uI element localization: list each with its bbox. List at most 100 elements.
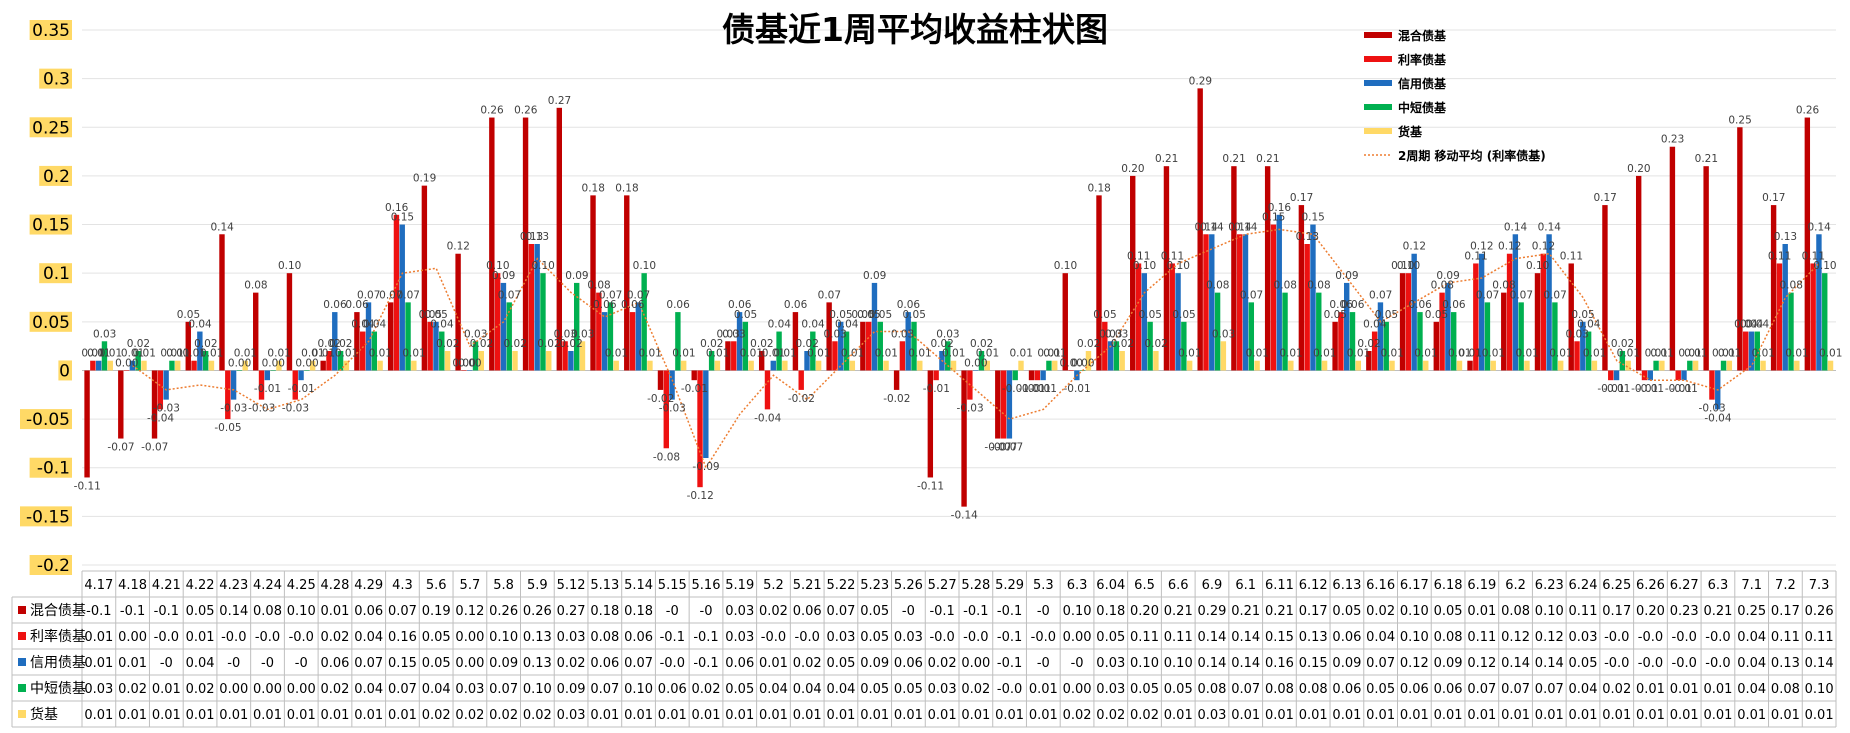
category-label: 5.27 <box>928 578 957 593</box>
bar <box>478 351 485 371</box>
bar <box>461 370 467 371</box>
data-label: 0.11 <box>1768 250 1791 262</box>
table-cell: 0.06 <box>658 682 687 697</box>
data-label: 0.06 <box>1341 299 1365 311</box>
data-label: -0.02 <box>647 393 674 405</box>
bar <box>1186 360 1193 371</box>
table-legend-key <box>18 710 26 718</box>
table-cell: 0.01 <box>692 708 721 723</box>
table-cell: -0.0 <box>255 630 280 645</box>
table-cell: 0.27 <box>557 604 586 619</box>
table-cell: 0.10 <box>1400 630 1429 645</box>
bar <box>1512 234 1519 371</box>
table-cell: 0.07 <box>388 682 417 697</box>
legend-swatch <box>1364 80 1392 86</box>
table-cell: 0.01 <box>624 708 653 723</box>
bar <box>1052 360 1058 371</box>
table-cell: 0.02 <box>321 630 350 645</box>
table-cell: 0.01 <box>1299 708 1328 723</box>
table-cell: 0.05 <box>1366 682 1395 697</box>
bar <box>832 341 838 371</box>
bar <box>208 360 215 371</box>
data-label: 0.04 <box>363 319 387 331</box>
bar <box>1703 166 1709 371</box>
data-label: 0.05 <box>829 309 852 321</box>
data-label: 0.02 <box>470 338 493 350</box>
table-cell: 0.03 <box>826 630 855 645</box>
table-cell: 0.11 <box>1771 630 1800 645</box>
ytick-label: 0 <box>59 361 70 381</box>
data-label: 0.01 <box>1819 348 1842 360</box>
bar <box>764 370 771 410</box>
bar <box>703 370 709 458</box>
data-label: 0.14 <box>1228 221 1252 233</box>
ytick-highlight <box>29 311 73 332</box>
table-cell: 0.09 <box>1332 656 1361 671</box>
category-label: 4.3 <box>392 578 413 593</box>
data-label: 0.18 <box>1087 182 1110 194</box>
bar <box>590 195 596 371</box>
table-cell: 0.11 <box>1569 604 1598 619</box>
bar <box>1574 341 1580 371</box>
bar <box>697 370 703 488</box>
bar <box>1591 360 1598 371</box>
bar <box>1692 360 1699 371</box>
table-row-name: 信用债基 <box>30 654 86 671</box>
data-label: -0.03 <box>956 403 983 415</box>
bar <box>1816 234 1822 371</box>
table-cell: 0.01 <box>186 630 215 645</box>
gridlines <box>82 29 1836 566</box>
bar <box>1602 205 1608 371</box>
table-cell: -0.0 <box>795 630 820 645</box>
bar <box>843 331 850 371</box>
table-cell: 0.09 <box>489 656 518 671</box>
data-label: 0.09 <box>565 270 588 282</box>
bar <box>826 302 832 371</box>
table-cell: 0.01 <box>1434 708 1463 723</box>
table-cell: 0.06 <box>321 656 350 671</box>
data-label: 0.26 <box>480 105 504 117</box>
bar <box>748 360 754 371</box>
table-cell: 0.03 <box>455 682 484 697</box>
category-label: 4.23 <box>219 578 248 593</box>
bar <box>1377 302 1384 371</box>
data-label: -0.01 <box>1030 383 1057 395</box>
data-label: 0.05 <box>419 309 442 321</box>
category-label: 5.14 <box>624 578 653 593</box>
table-cell: 0.01 <box>826 708 855 723</box>
data-label: 0.01 <box>1712 348 1735 360</box>
data-label: 0.10 <box>1397 260 1420 272</box>
bar <box>1040 370 1046 381</box>
data-label: 0.07 <box>818 289 841 301</box>
bar <box>691 370 697 381</box>
category-label: 6.2 <box>1505 578 1526 593</box>
table-cell: 0.07 <box>354 656 383 671</box>
bar <box>1310 224 1316 371</box>
table-cell: 0.01 <box>1467 708 1496 723</box>
data-label: 0.08 <box>1492 280 1515 292</box>
bar <box>175 360 181 371</box>
table-cell: -0 <box>261 656 274 671</box>
bar <box>489 117 495 371</box>
data-label: 0.03 <box>891 328 914 340</box>
table-cell: 0.05 <box>1096 630 1125 645</box>
table-cell: -0.0 <box>1672 656 1697 671</box>
table-cell: 0.01 <box>1670 682 1699 697</box>
data-label: 0.02 <box>317 338 340 350</box>
bar <box>1197 88 1203 371</box>
data-label: 0.06 <box>621 299 645 311</box>
table-cell: 0.09 <box>860 656 889 671</box>
bar <box>624 195 630 371</box>
bar <box>337 351 344 371</box>
bar <box>163 370 169 400</box>
table-cell: 0.06 <box>624 630 653 645</box>
data-label: 0.04 <box>1740 319 1764 331</box>
data-label: -0.04 <box>1704 412 1731 424</box>
data-label: 0.05 <box>734 309 757 321</box>
table-cell: 0.03 <box>1569 630 1598 645</box>
data-label: 0.14 <box>1200 221 1224 233</box>
category-label: 5.26 <box>894 578 923 593</box>
data-label: -0.01 <box>1024 383 1051 395</box>
data-label: 0.03 <box>1566 328 1589 340</box>
data-label: 0.04 <box>1734 319 1758 331</box>
